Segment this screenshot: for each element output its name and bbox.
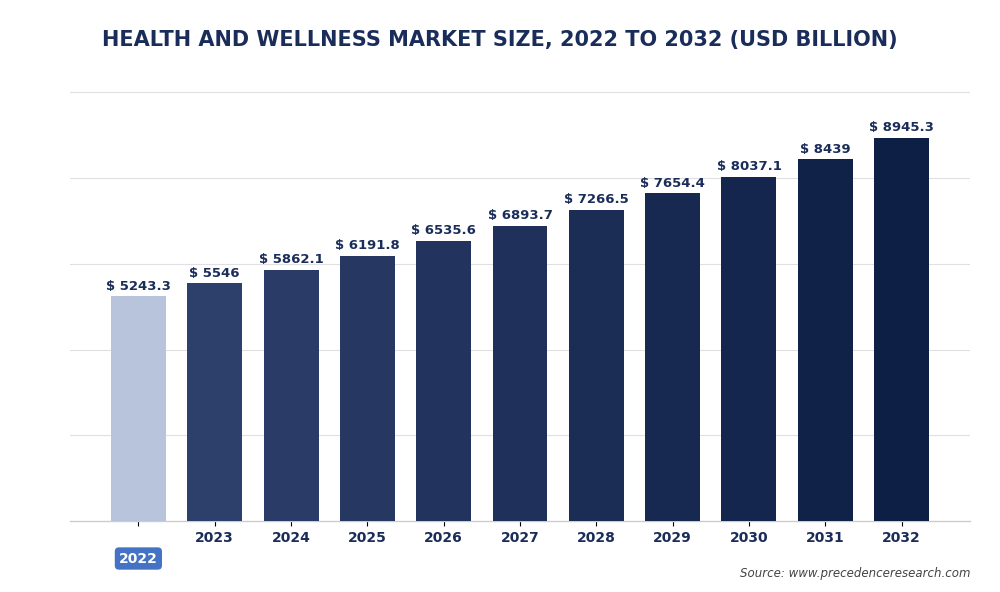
Text: 2022: 2022	[119, 552, 158, 565]
Bar	[187, 284, 242, 521]
Text: PRECEDENCE: PRECEDENCE	[29, 38, 101, 47]
Text: HEALTH AND WELLNESS MARKET SIZE, 2022 TO 2032 (USD BILLION): HEALTH AND WELLNESS MARKET SIZE, 2022 TO…	[102, 30, 898, 50]
Text: $ 5243.3: $ 5243.3	[106, 280, 171, 293]
Text: $ 8945.3: $ 8945.3	[869, 121, 934, 134]
Bar	[798, 159, 853, 521]
Text: $ 6893.7: $ 6893.7	[488, 209, 552, 222]
Text: $ 7266.5: $ 7266.5	[564, 193, 629, 206]
Text: $ 5862.1: $ 5862.1	[259, 253, 323, 266]
Bar	[569, 210, 624, 521]
Text: $ 6191.8: $ 6191.8	[335, 239, 400, 252]
Bar	[111, 296, 166, 521]
Text: $ 8037.1: $ 8037.1	[717, 160, 781, 173]
Bar	[721, 176, 776, 521]
Bar	[264, 270, 319, 521]
Bar	[493, 226, 547, 521]
Text: $ 8439: $ 8439	[800, 143, 851, 156]
Bar	[874, 138, 929, 521]
Text: $ 7654.4: $ 7654.4	[640, 176, 705, 189]
Bar	[645, 193, 700, 521]
Text: $ 6535.6: $ 6535.6	[411, 224, 476, 237]
Bar	[416, 241, 471, 521]
Text: Source: www.precedenceresearch.com: Source: www.precedenceresearch.com	[740, 567, 970, 580]
Text: RESEARCH: RESEARCH	[36, 63, 94, 72]
Text: $ 5546: $ 5546	[189, 267, 240, 280]
Bar	[340, 256, 395, 521]
